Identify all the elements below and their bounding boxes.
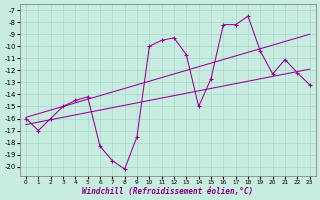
X-axis label: Windchill (Refroidissement éolien,°C): Windchill (Refroidissement éolien,°C) bbox=[82, 187, 253, 196]
